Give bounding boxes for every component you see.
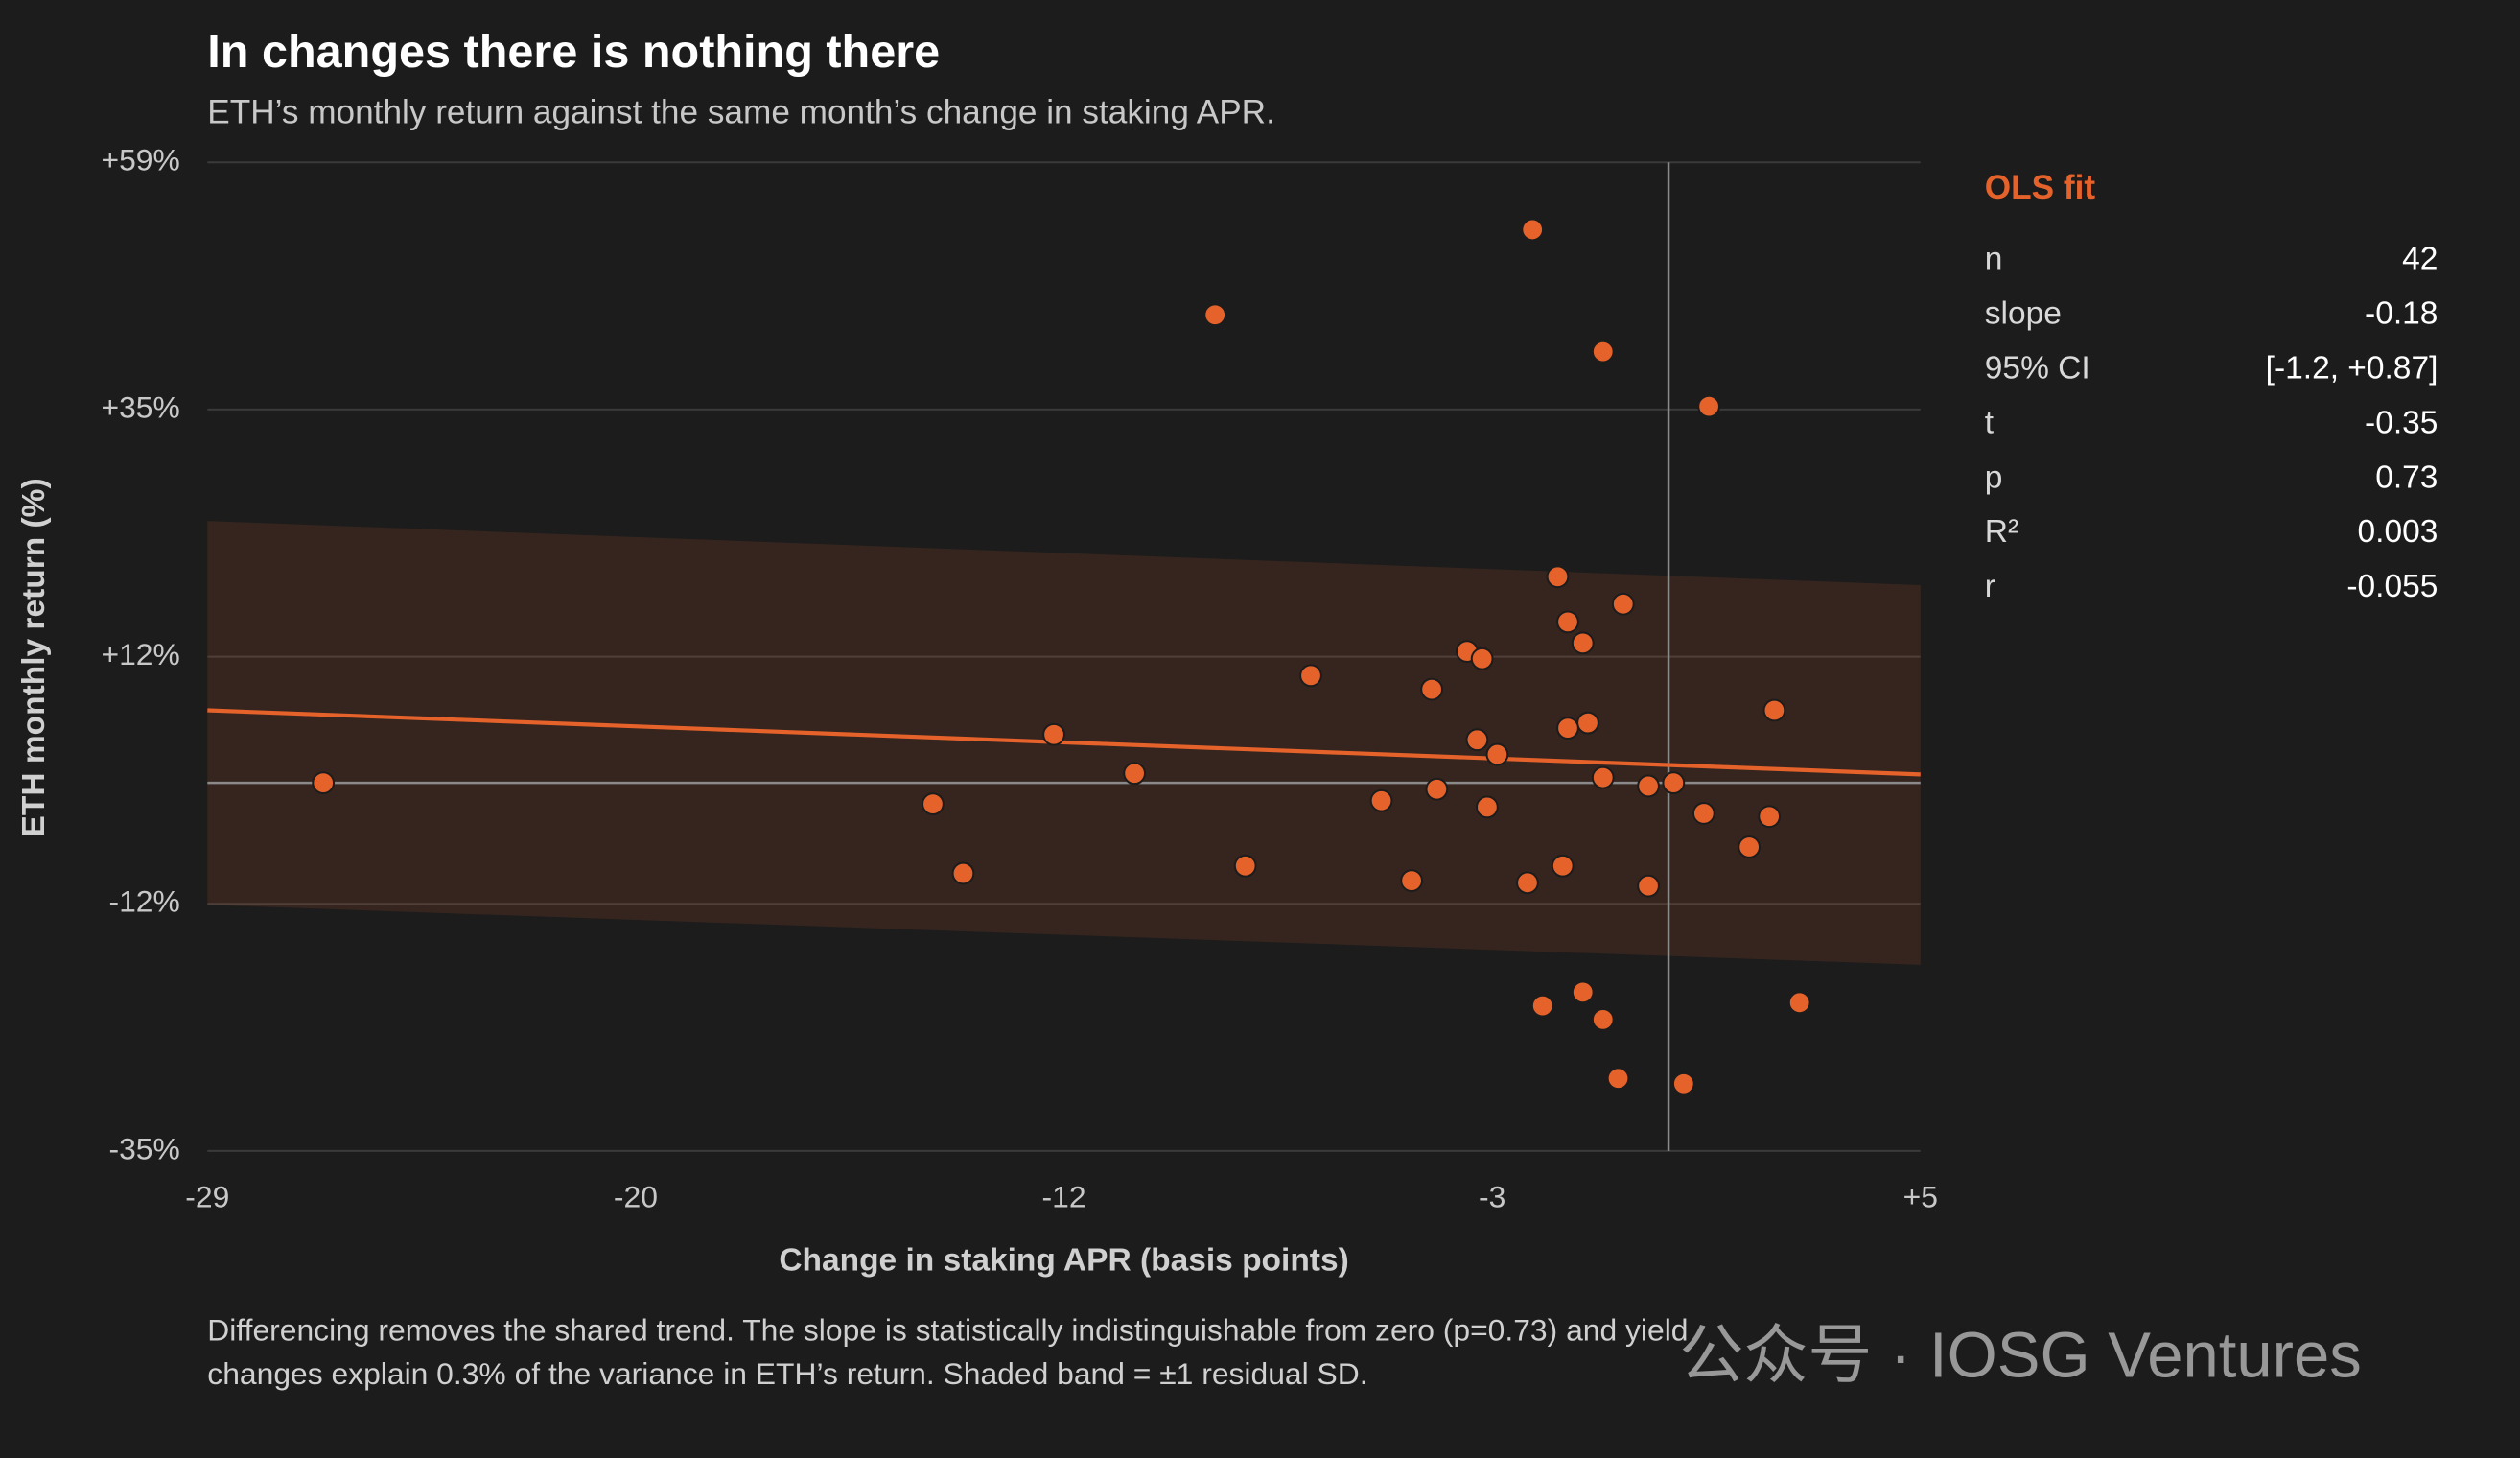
- chart-title: In changes there is nothing there: [207, 26, 940, 78]
- point: [1470, 647, 1494, 670]
- point: [1606, 1067, 1630, 1091]
- point: [1758, 805, 1782, 829]
- point: [1465, 728, 1489, 752]
- x-tick-label: -12: [1042, 1180, 1086, 1214]
- point: [312, 771, 336, 795]
- stat-label: R²: [1985, 514, 2018, 550]
- point: [1571, 631, 1595, 655]
- point: [1203, 303, 1227, 327]
- plot-area: -35% -12% +12% +35% +59% -29 -20 -12 -3 +5 n 42 slop…: [102, 143, 2438, 1214]
- note: Differencing removes the shared trend. T…: [207, 1313, 1688, 1348]
- x-tick-label: -29: [185, 1180, 229, 1214]
- x-tick-label: -20: [614, 1180, 658, 1214]
- x-tick-label: +5: [1903, 1180, 1938, 1214]
- point: [1476, 795, 1499, 819]
- y-axis-label: ETH monthly return (%): [16, 478, 52, 836]
- note: changes explain 0.3% of the variance in …: [207, 1356, 1367, 1391]
- y-tick-label: +35%: [102, 389, 180, 424]
- stat-value: -0.18: [2365, 295, 2438, 331]
- stat-value: 42: [2402, 241, 2438, 276]
- point: [1042, 722, 1065, 746]
- fit-line: [207, 708, 1921, 777]
- point: [1420, 677, 1444, 701]
- stat-label: p: [1985, 459, 2003, 495]
- point: [1485, 742, 1509, 766]
- x-tick-label: -3: [1479, 1180, 1505, 1214]
- stat-value: 0.003: [2358, 514, 2438, 550]
- point: [1546, 565, 1570, 589]
- watermark: 公众号 · IOSG Ventures: [1679, 1319, 2361, 1391]
- y-tick-label: +12%: [102, 637, 180, 671]
- y-tick-label: -12%: [109, 884, 180, 919]
- point: [1556, 717, 1579, 741]
- point: [1637, 774, 1660, 798]
- stat-label: 95% CI: [1985, 350, 2090, 386]
- point: [1530, 994, 1554, 1018]
- point: [1591, 340, 1615, 364]
- point: [1692, 802, 1715, 825]
- point: [1738, 835, 1762, 858]
- stat-value: [-1.2, +0.87]: [2266, 350, 2438, 386]
- point: [1762, 698, 1786, 722]
- y-tick-label: +59%: [102, 143, 180, 177]
- point: [1556, 610, 1579, 634]
- stat-value: -0.35: [2365, 405, 2438, 440]
- stat-label: n: [1985, 241, 2003, 276]
- point: [1591, 1007, 1615, 1031]
- point: [1662, 771, 1686, 795]
- point: [1697, 394, 1720, 418]
- point: [1299, 664, 1322, 688]
- point: [1571, 980, 1595, 1004]
- point: [1787, 991, 1811, 1015]
- point: [922, 792, 945, 815]
- point: [1576, 711, 1599, 735]
- stats-title: OLS fit: [1985, 169, 2096, 206]
- chart-subtitle: ETH’s monthly return against the same mo…: [207, 93, 1275, 130]
- point: [1233, 854, 1257, 878]
- stat-label: t: [1985, 405, 1995, 440]
- point: [1591, 765, 1615, 789]
- point: [1551, 854, 1575, 878]
- point: [1637, 874, 1660, 898]
- point: [1425, 777, 1449, 801]
- point: [1611, 592, 1635, 616]
- point: [1400, 869, 1423, 893]
- point: [1516, 871, 1539, 895]
- x-axis-label: Change in staking APR (basis points): [779, 1242, 1348, 1278]
- point: [1671, 1071, 1695, 1095]
- point: [1521, 218, 1545, 242]
- point: [1123, 762, 1147, 786]
- stat-value: -0.055: [2346, 569, 2438, 604]
- point: [951, 861, 975, 885]
- y-tick-label: -35%: [109, 1131, 180, 1165]
- stat-value: 0.73: [2375, 459, 2438, 495]
- stat-label: r: [1985, 569, 1995, 604]
- stat-label: slope: [1985, 295, 2062, 331]
- point: [1369, 788, 1393, 812]
